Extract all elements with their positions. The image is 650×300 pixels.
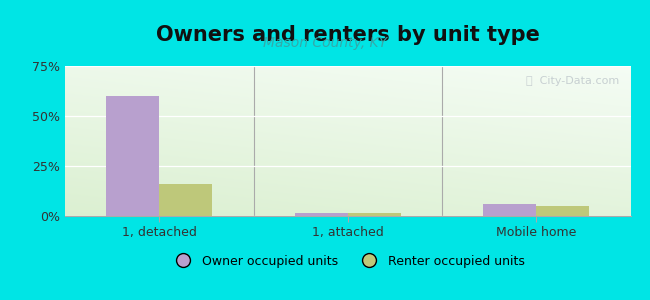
- Bar: [107, 96, 159, 216]
- Bar: [484, 204, 536, 216]
- Bar: [159, 184, 212, 216]
- Title: Owners and renters by unit type: Owners and renters by unit type: [156, 25, 540, 45]
- Text: Mason County, KY: Mason County, KY: [263, 35, 387, 50]
- Text: ⓘ  City-Data.com: ⓘ City-Data.com: [526, 76, 619, 86]
- Legend: Owner occupied units, Renter occupied units: Owner occupied units, Renter occupied un…: [166, 250, 530, 273]
- Bar: [295, 213, 348, 216]
- Bar: [536, 206, 589, 216]
- Bar: [348, 213, 400, 216]
